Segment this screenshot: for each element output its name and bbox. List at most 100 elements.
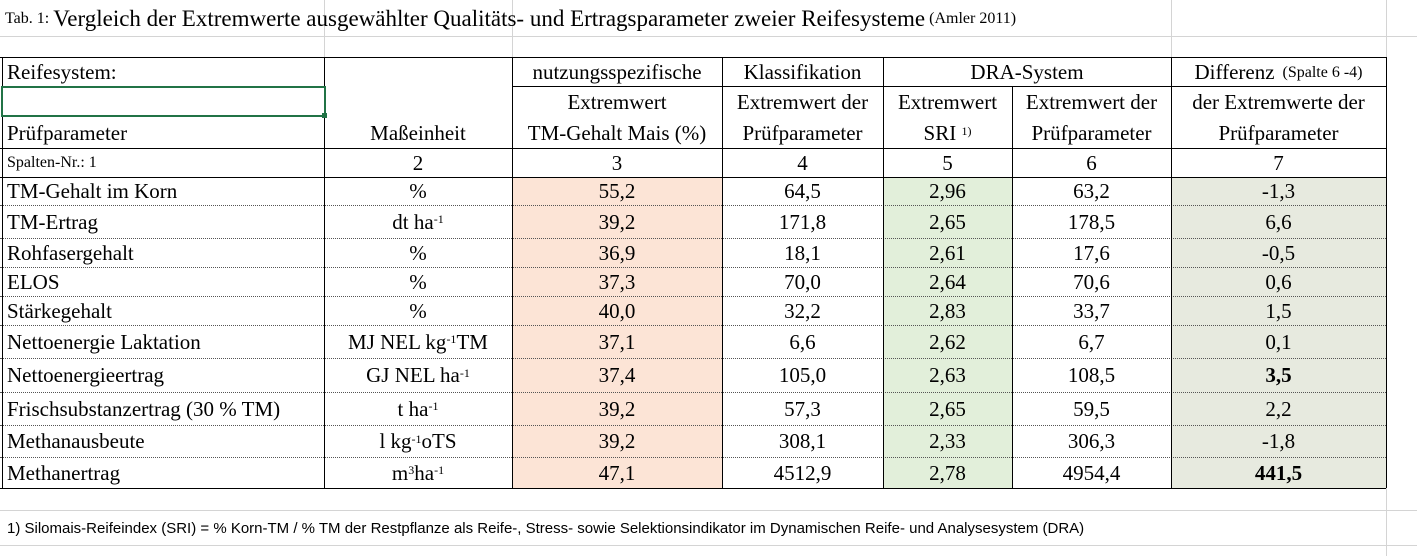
unit-exponent: -1 (460, 367, 470, 379)
header-tm-gehalt-mais: TM-Gehalt Mais (%) (512, 118, 722, 149)
row-value-c7: 2,2 (1171, 393, 1386, 425)
row-value-c5: 2,78 (883, 458, 1012, 488)
row-param: TM-Ertrag (2, 206, 98, 238)
unit-exponent: -1 (428, 400, 438, 412)
header-sri: SRI 1) (883, 118, 1012, 149)
row-value-c4: 32,2 (722, 297, 883, 325)
row-unit: % (324, 239, 512, 267)
row-param: Stärkegehalt (2, 297, 112, 325)
row-value-c7: 3,5 (1171, 359, 1386, 392)
header-pruefparameter-col7: Prüfparameter (1171, 118, 1386, 149)
row-value-c4: 4512,9 (722, 458, 883, 488)
row-value-c3: 40,0 (512, 297, 722, 325)
row-value-c6: 17,6 (1012, 239, 1171, 267)
unit-text: % (409, 241, 427, 266)
col-number: 5 (883, 149, 1012, 177)
header-extremwert: Extremwert (512, 87, 722, 117)
unit-exponent: -1 (446, 333, 456, 345)
unit-text: oTS (422, 429, 457, 454)
row-value-c4: 64,5 (722, 178, 883, 205)
col-number: 4 (722, 149, 883, 177)
row-value-c5: 2,96 (883, 178, 1012, 205)
unit-exponent: 3 (408, 464, 414, 476)
unit-text: MJ NEL kg (348, 330, 446, 355)
row-value-c5: 2,65 (883, 206, 1012, 238)
row-unit: l kg -1 oTS (324, 426, 512, 457)
row-value-c7: -1,8 (1171, 426, 1386, 457)
footnote: 1) Silomais-Reifeindex (SRI) = % Korn-TM… (2, 511, 1084, 545)
row-value-c7: 0,6 (1171, 268, 1386, 296)
row-value-c4: 171,8 (722, 206, 883, 238)
row-value-c6: 108,5 (1012, 359, 1171, 392)
row-unit: MJ NEL kg -1 TM (324, 326, 512, 358)
row-value-c4: 105,0 (722, 359, 883, 392)
unit-text: ha (414, 461, 434, 486)
row-value-c6: 306,3 (1012, 426, 1171, 457)
row-value-c6: 4954,4 (1012, 458, 1171, 488)
row-value-c7: 6,6 (1171, 206, 1386, 238)
row-param: Nettoenergie Laktation (2, 326, 201, 358)
unit-exponent: -1 (434, 464, 444, 476)
table-title: Tab. 1: Vergleich der Extremwerte ausgew… (0, 2, 1016, 36)
grid-line (1171, 0, 1172, 57)
row-unit: % (324, 297, 512, 325)
header-klassifikation: Klassifikation (722, 58, 883, 87)
row-value-c3: 37,4 (512, 359, 722, 392)
row-unit: GJ NEL ha -1 (324, 359, 512, 392)
row-value-c5: 2,64 (883, 268, 1012, 296)
border (0, 488, 1386, 489)
col-number: 6 (1012, 149, 1171, 177)
cell-selection[interactable] (1, 86, 326, 117)
unit-text: GJ NEL ha (366, 363, 460, 388)
row-value-c3: 39,2 (512, 393, 722, 425)
row-value-c3: 47,1 (512, 458, 722, 488)
row-param: Rohfasergehalt (2, 239, 134, 267)
row-unit: % (324, 178, 512, 205)
unit-exponent: -1 (412, 433, 422, 445)
row-value-c3: 39,2 (512, 206, 722, 238)
unit-text: dt ha (392, 210, 433, 235)
unit-text: % (409, 179, 427, 204)
header-pruefparameter-col4: Prüfparameter (722, 118, 883, 149)
row-value-c7: -0,5 (1171, 239, 1386, 267)
row-value-c3: 39,2 (512, 426, 722, 457)
row-unit: t ha -1 (324, 393, 512, 425)
header-nutzungsspezifische: nutzungsspezifische (512, 58, 722, 87)
row-param: Methanausbeute (2, 426, 145, 457)
row-value-c3: 36,9 (512, 239, 722, 267)
row-param: Frischsubstanzertrag (30 % TM) (2, 393, 280, 425)
row-value-c6: 63,2 (1012, 178, 1171, 205)
row-value-c5: 2,61 (883, 239, 1012, 267)
header-pruefparameter-col6: Prüfparameter (1012, 118, 1171, 149)
spreadsheet-table: Tab. 1: Vergleich der Extremwerte ausgew… (0, 0, 1417, 556)
row-value-c6: 59,5 (1012, 393, 1171, 425)
row-value-c7: -1,3 (1171, 178, 1386, 205)
row-value-c5: 2,62 (883, 326, 1012, 358)
row-value-c5: 2,63 (883, 359, 1012, 392)
unit-text: % (409, 299, 427, 324)
row-unit: m3 ha -1 (324, 458, 512, 488)
row-value-c5: 2,83 (883, 297, 1012, 325)
header-extremwert-der-2: Extremwert der (1012, 87, 1171, 117)
row-param: Methanertrag (2, 458, 120, 488)
col-number: 7 (1171, 149, 1386, 177)
header-extremwert-dra: Extremwert (883, 87, 1012, 117)
unit-text: TM (456, 330, 488, 355)
row-value-c4: 6,6 (722, 326, 883, 358)
header-differenz: Differenz (Spalte 6 -4) (1171, 58, 1386, 87)
row-value-c4: 308,1 (722, 426, 883, 457)
row-value-c6: 33,7 (1012, 297, 1171, 325)
header-reifesystem: Reifesystem: (2, 58, 117, 87)
unit-text: m (392, 461, 408, 486)
row-value-c3: 55,2 (512, 178, 722, 205)
row-value-c4: 18,1 (722, 239, 883, 267)
col-number: 2 (324, 149, 512, 177)
header-extremwert-der: Extremwert der (722, 87, 883, 117)
row-param: Nettoenergieertrag (2, 359, 164, 392)
unit-text: % (409, 270, 427, 295)
row-value-c7: 441,5 (1171, 458, 1386, 488)
row-unit: dt ha -1 (324, 206, 512, 238)
col-numbers-label: Spalten-Nr.: 1 (2, 149, 97, 177)
unit-exponent: -1 (434, 213, 444, 225)
row-value-c7: 1,5 (1171, 297, 1386, 325)
